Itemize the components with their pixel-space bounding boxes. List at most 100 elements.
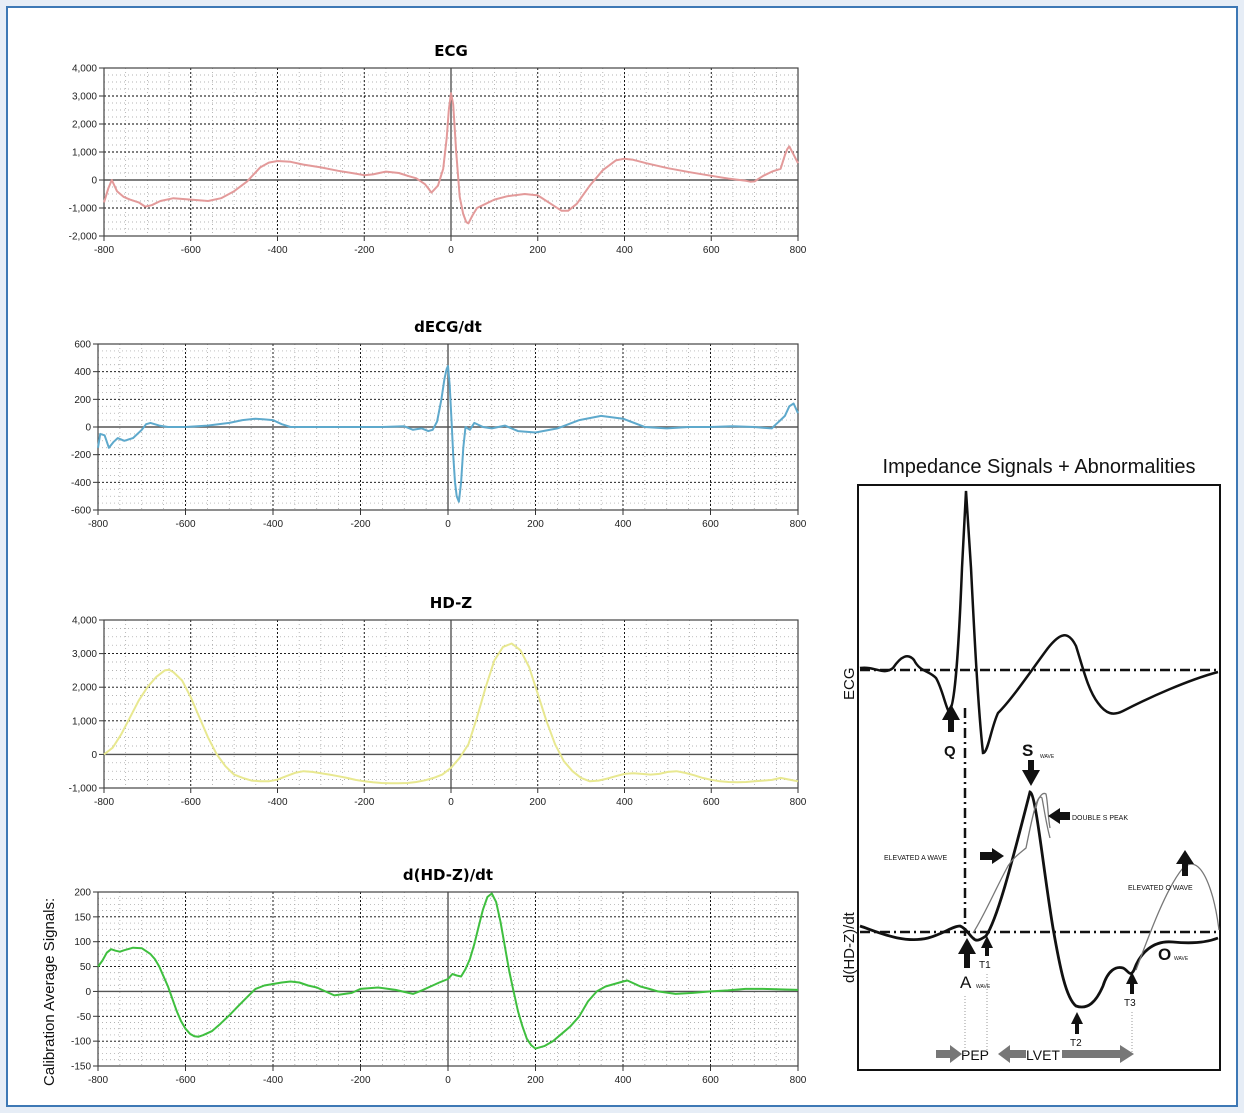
- chart-2: HD-Z -800 -600 -400 -200 0 200 400 600 800 4,000 3,…: [69, 594, 807, 808]
- elevated-o-wave: [1135, 863, 1220, 971]
- y-tick-label: 400: [74, 367, 91, 378]
- plot-frame: [103, 67, 799, 237]
- x-tick-label: 0: [445, 1075, 451, 1086]
- s-arrow-icon: [1022, 760, 1040, 786]
- y-tick-label: 50: [80, 962, 92, 973]
- x-tick-label: -200: [354, 797, 374, 808]
- plot-frame: [103, 619, 799, 789]
- chart-title: HD-Z: [430, 594, 473, 612]
- chart-1: dECG/dt -800 -600 -400 -200 0 200 400 600 800 600 4…: [71, 318, 807, 530]
- y-tick-label: -1,000: [69, 204, 98, 215]
- y-tick-label: -1,000: [69, 784, 98, 795]
- y-tick-label: 0: [85, 423, 91, 434]
- y-tick-label: 600: [74, 340, 91, 351]
- plot-frame: [97, 343, 799, 511]
- chart-0: ECG -800 -600 -400 -200 0 200 400 600 800 4,000 3,0…: [69, 42, 807, 256]
- t1-label: T1: [979, 960, 991, 971]
- x-tick-label: -800: [94, 797, 114, 808]
- ecg-axis-label: ECG: [841, 667, 858, 700]
- elevated-o-label: ELEVATED O WAVE: [1128, 885, 1193, 892]
- y-tick-label: -50: [77, 1012, 92, 1023]
- x-tick-label: -400: [263, 519, 283, 530]
- t3-label: T3: [1124, 998, 1136, 1009]
- x-tick-label: 200: [529, 797, 546, 808]
- lvet-left-arrow-icon: [998, 1045, 1026, 1063]
- chart-3: d(HD-Z)/dt -800 -600 -400 -200 0 200 400 600 800 2…: [71, 866, 807, 1086]
- diagram-box: [857, 484, 1221, 1071]
- series-line: [97, 365, 799, 503]
- y-tick-label: -2,000: [69, 232, 98, 243]
- elevated-a-wave: [972, 796, 1051, 934]
- calibration-charts: Calibration Average Signals: ECG -800 -600…: [41, 42, 807, 1086]
- x-tick-label: 600: [703, 245, 720, 256]
- y-tick-label: 4,000: [72, 64, 97, 75]
- x-tick-label: 800: [790, 1075, 807, 1086]
- y-tick-label: 2,000: [72, 120, 97, 131]
- y-tick-label: 0: [91, 750, 97, 761]
- x-tick-label: -600: [181, 797, 201, 808]
- x-tick-label: -200: [354, 245, 374, 256]
- double-s-label: DOUBLE S PEAK: [1072, 815, 1128, 822]
- s-sub-label: WAVE: [1040, 754, 1055, 760]
- series-line: [103, 92, 799, 225]
- lvet-label: LVET: [1026, 1047, 1060, 1063]
- x-tick-label: 200: [529, 245, 546, 256]
- y-tick-label: 200: [74, 888, 91, 899]
- y-tick-label: 4,000: [72, 616, 97, 627]
- series-line: [97, 892, 799, 1050]
- x-tick-label: 0: [448, 797, 454, 808]
- y-tick-label: -400: [71, 478, 91, 489]
- ecg-waveform: [859, 490, 1219, 755]
- x-tick-label: 0: [448, 245, 454, 256]
- x-tick-label: 600: [702, 1075, 719, 1086]
- figure-frame: Calibration Average Signals: ECG -800 -600…: [6, 6, 1238, 1107]
- x-tick-label: -600: [175, 1075, 195, 1086]
- x-tick-label: 600: [703, 797, 720, 808]
- double-s-peak: [1035, 792, 1051, 829]
- x-tick-label: 400: [616, 797, 633, 808]
- chart-title: dECG/dt: [414, 318, 482, 336]
- y-tick-label: 100: [74, 937, 91, 948]
- x-tick-label: -600: [175, 519, 195, 530]
- lvet-right-arrow-icon: [1062, 1045, 1134, 1063]
- a-arrow-icon: [958, 938, 976, 968]
- y-tick-label: 200: [74, 395, 91, 406]
- y-tick-label: 0: [91, 176, 97, 187]
- y-tick-label: 2,000: [72, 683, 97, 694]
- y-tick-label: 3,000: [72, 649, 97, 660]
- x-tick-label: 400: [615, 519, 632, 530]
- y-tick-label: -600: [71, 506, 91, 517]
- o-label: O: [1158, 945, 1171, 964]
- x-tick-label: -600: [181, 245, 201, 256]
- t2-label: T2: [1070, 1038, 1082, 1049]
- x-tick-label: 200: [527, 519, 544, 530]
- o-sub-label: WAVE: [1174, 956, 1189, 962]
- dhdz-axis-label: d(HD-Z)/dt: [841, 911, 858, 983]
- x-tick-label: 800: [790, 245, 807, 256]
- elevated-a-arrow-icon: [980, 848, 1004, 864]
- x-tick-label: -200: [350, 519, 370, 530]
- pep-arrow-icon: [936, 1045, 962, 1063]
- a-label: A: [960, 973, 972, 992]
- t3-arrow-icon: [1126, 972, 1138, 994]
- y-tick-label: -100: [71, 1037, 91, 1048]
- x-tick-label: 200: [527, 1075, 544, 1086]
- q-label: Q: [944, 743, 956, 760]
- t1-arrow-icon: [981, 936, 993, 956]
- x-tick-label: 0: [445, 519, 451, 530]
- y-tick-label: -200: [71, 450, 91, 461]
- plot-frame: [97, 891, 799, 1067]
- y-tick-label: 0: [85, 987, 91, 998]
- y-tick-label: 3,000: [72, 92, 97, 103]
- x-tick-label: -800: [88, 1075, 108, 1086]
- x-tick-label: -400: [263, 1075, 283, 1086]
- x-tick-label: 600: [702, 519, 719, 530]
- q-arrow-icon: [942, 704, 960, 732]
- chart-title: ECG: [434, 42, 468, 60]
- x-tick-label: 800: [790, 797, 807, 808]
- x-tick-label: -800: [88, 519, 108, 530]
- x-tick-label: 800: [790, 519, 807, 530]
- y-tick-label: 1,000: [72, 148, 97, 159]
- double-s-arrow-icon: [1048, 808, 1070, 824]
- t2-arrow-icon: [1071, 1012, 1083, 1034]
